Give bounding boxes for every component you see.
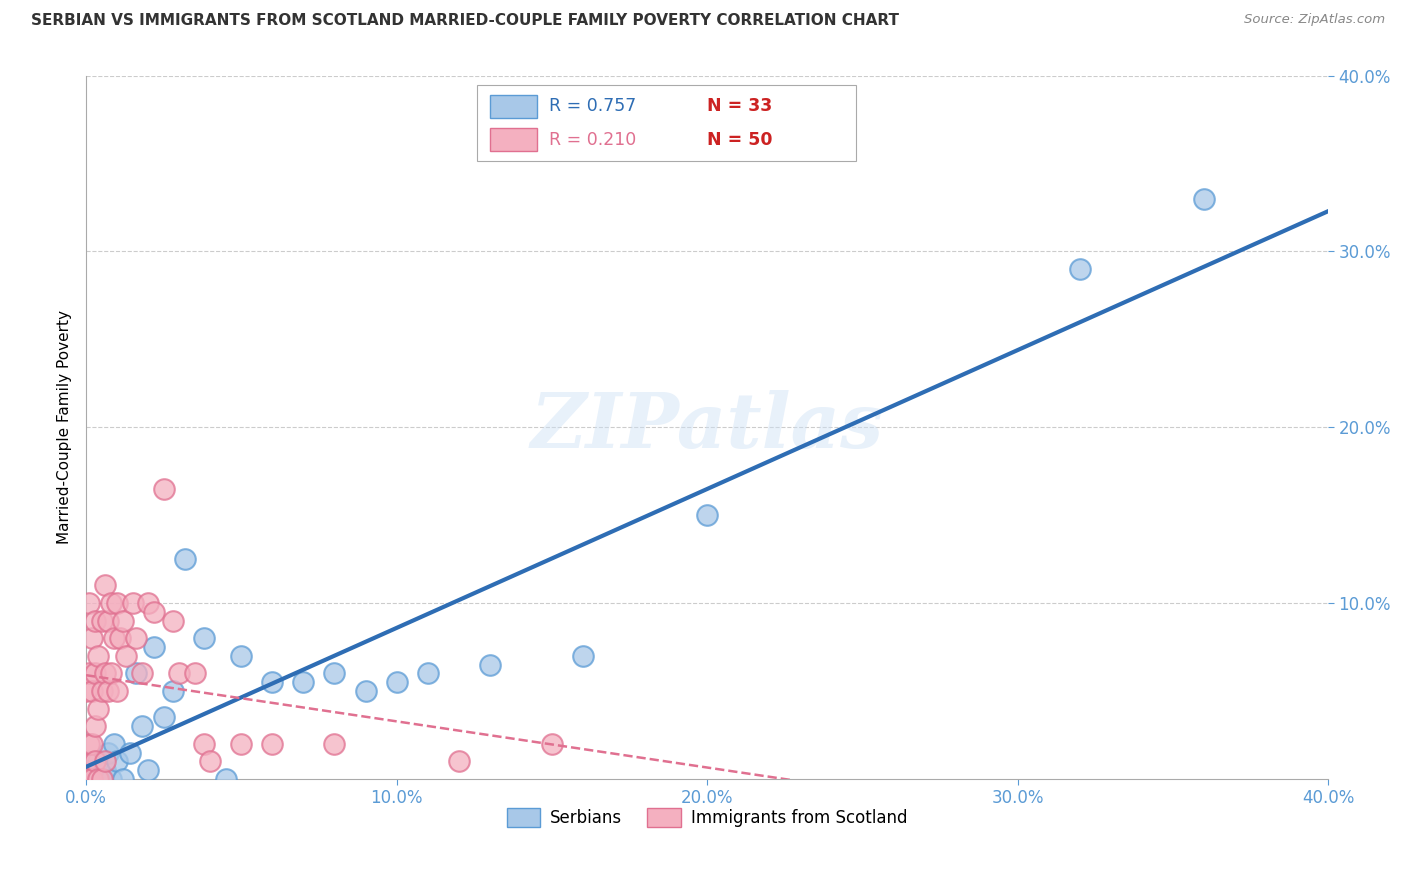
Text: Source: ZipAtlas.com: Source: ZipAtlas.com xyxy=(1244,13,1385,27)
Point xyxy=(162,684,184,698)
Point xyxy=(143,605,166,619)
Point xyxy=(231,648,253,663)
Point xyxy=(696,508,718,523)
Point xyxy=(125,666,148,681)
Point xyxy=(90,772,112,786)
Text: N = 33: N = 33 xyxy=(707,97,772,115)
Point xyxy=(143,640,166,654)
Text: R = 0.210: R = 0.210 xyxy=(550,130,637,149)
Point xyxy=(100,596,122,610)
Point xyxy=(1192,192,1215,206)
Point xyxy=(105,684,128,698)
Point xyxy=(97,746,120,760)
Point xyxy=(354,684,377,698)
Point xyxy=(152,710,174,724)
Point xyxy=(90,614,112,628)
Point xyxy=(100,772,122,786)
Point xyxy=(231,737,253,751)
Point xyxy=(84,755,107,769)
Point xyxy=(97,614,120,628)
Point xyxy=(103,737,125,751)
Text: ZIPatlas: ZIPatlas xyxy=(530,390,883,464)
Point xyxy=(75,772,97,786)
Point xyxy=(200,755,222,769)
Point xyxy=(572,648,595,663)
Point xyxy=(193,632,215,646)
Text: N = 50: N = 50 xyxy=(707,130,772,149)
Point xyxy=(82,684,104,698)
Point xyxy=(87,755,110,769)
Point xyxy=(93,755,115,769)
Point xyxy=(105,755,128,769)
Point xyxy=(478,657,501,672)
Point xyxy=(193,737,215,751)
Point xyxy=(84,614,107,628)
Point xyxy=(110,632,132,646)
Point xyxy=(82,763,104,777)
Point xyxy=(184,666,207,681)
Point xyxy=(416,666,439,681)
Point xyxy=(84,772,107,786)
Point xyxy=(112,772,135,786)
Point xyxy=(97,684,120,698)
Point xyxy=(447,755,470,769)
Point xyxy=(125,632,148,646)
Point xyxy=(121,596,143,610)
Point xyxy=(136,763,159,777)
Point xyxy=(131,666,153,681)
Point xyxy=(131,719,153,733)
Point xyxy=(90,684,112,698)
Point xyxy=(105,596,128,610)
Point xyxy=(93,763,115,777)
Point xyxy=(93,578,115,592)
Text: SERBIAN VS IMMIGRANTS FROM SCOTLAND MARRIED-COUPLE FAMILY POVERTY CORRELATION CH: SERBIAN VS IMMIGRANTS FROM SCOTLAND MARR… xyxy=(31,13,898,29)
Point xyxy=(103,632,125,646)
Point xyxy=(323,666,346,681)
Point xyxy=(90,772,112,786)
Point xyxy=(93,666,115,681)
Point xyxy=(136,596,159,610)
Point xyxy=(540,737,562,751)
FancyBboxPatch shape xyxy=(489,95,537,118)
Point xyxy=(84,719,107,733)
Point xyxy=(215,772,238,786)
Point xyxy=(118,746,141,760)
Point xyxy=(152,482,174,496)
Point xyxy=(77,772,100,786)
Y-axis label: Married-Couple Family Poverty: Married-Couple Family Poverty xyxy=(58,310,72,544)
Point xyxy=(100,666,122,681)
Point xyxy=(262,737,284,751)
Legend: Serbians, Immigrants from Scotland: Serbians, Immigrants from Scotland xyxy=(501,801,914,834)
Point xyxy=(75,755,97,769)
Point xyxy=(77,596,100,610)
Point xyxy=(84,666,107,681)
Point xyxy=(87,648,110,663)
Point xyxy=(1069,262,1091,277)
Point xyxy=(174,552,197,566)
Point xyxy=(262,675,284,690)
FancyBboxPatch shape xyxy=(477,86,856,161)
Point xyxy=(112,614,135,628)
FancyBboxPatch shape xyxy=(489,128,537,151)
Point xyxy=(167,666,190,681)
Point xyxy=(323,737,346,751)
Point xyxy=(115,648,138,663)
Point xyxy=(77,737,100,751)
Point xyxy=(77,666,100,681)
Point xyxy=(385,675,408,690)
Point xyxy=(87,701,110,715)
Text: R = 0.757: R = 0.757 xyxy=(550,97,637,115)
Point xyxy=(82,737,104,751)
Point xyxy=(87,772,110,786)
Point xyxy=(162,614,184,628)
Point xyxy=(82,632,104,646)
Point xyxy=(82,772,104,786)
Point xyxy=(292,675,315,690)
Point xyxy=(75,684,97,698)
Point xyxy=(77,772,100,786)
